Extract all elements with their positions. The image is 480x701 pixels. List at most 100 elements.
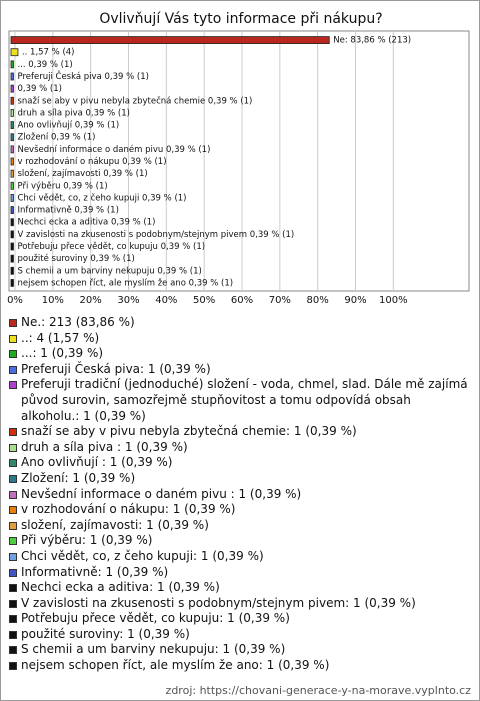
legend-label: použité suroviny: 1 (0,39 %)	[21, 626, 190, 641]
x-tick-label: 30%	[117, 295, 139, 306]
legend-label: Chci vědět, co, z čeho kupuji: 1 (0,39 %…	[21, 548, 264, 563]
legend-item: použité suroviny: 1 (0,39 %)	[9, 627, 471, 643]
x-tick-label: 80%	[307, 295, 329, 306]
x-tick-label: 90%	[344, 295, 366, 306]
bar-label: Chci vědět, co, z čeho kupuji 0,39 % (1)	[17, 192, 186, 203]
legend-label: Ano ovlivňují : 1 (0,39 %)	[21, 455, 173, 470]
legend-swatch	[9, 537, 17, 546]
bar-label: Ne: 83,86 % (213)	[333, 36, 411, 46]
legend-item: Potřebuju přece vědět, co kupuju: 1 (0,3…	[9, 611, 471, 627]
legend-item: Ano ovlivňují : 1 (0,39 %)	[9, 455, 471, 471]
bar	[10, 36, 330, 44]
legend-item: Nevšední informace o daném pivu : 1 (0,3…	[9, 487, 471, 503]
legend-label: složení, zajímavosti: 1 (0,39 %)	[21, 517, 209, 532]
legend-swatch	[9, 365, 17, 374]
legend-item: Nechci ecka a aditiva: 1 (0,39 %)	[9, 580, 471, 596]
legend-swatch	[9, 552, 17, 561]
legend-swatch	[9, 319, 17, 327]
bar-label: Informativně 0,39 % (1)	[17, 206, 118, 216]
legend-item: snaží se aby v pivu nebyla zbytečná chem…	[9, 424, 471, 440]
bar	[10, 242, 14, 251]
bar-label: .. 1,57 % (4)	[22, 48, 75, 58]
legend-swatch	[9, 334, 17, 343]
legend-label: ...: 1 (0,39 %)	[21, 346, 104, 361]
bar-label: Nechci ecka a aditiva 0,39 % (1)	[17, 218, 155, 228]
bar-label: nejsem schopen říct, ale myslím že ano 0…	[17, 278, 233, 288]
legend-label: v rozhodování o nákupu: 1 (0,39 %)	[21, 502, 236, 517]
legend-swatch	[9, 599, 17, 608]
bar	[10, 169, 14, 178]
legend-label: Preferuji tradiční (jednoduché) složení …	[21, 377, 468, 423]
legend: Ne.: 213 (83,86 %)..: 4 (1,57 %)...: 1 (…	[9, 315, 471, 674]
legend-item: složení, zajímavosti: 1 (0,39 %)	[9, 518, 471, 534]
legend-item: ...: 1 (0,39 %)	[9, 346, 471, 362]
bar-label: použité suroviny 0,39 % (1)	[17, 253, 134, 264]
x-tick-label: 40%	[155, 295, 177, 306]
bar	[10, 60, 14, 69]
bar	[10, 133, 14, 142]
legend-swatch	[9, 381, 17, 390]
bar	[10, 266, 14, 275]
bar	[10, 48, 19, 57]
x-tick-label: 0%	[7, 295, 23, 306]
legend-label: ..: 4 (1,57 %)	[21, 330, 100, 345]
legend-item: v rozhodování o nákupu: 1 (0,39 %)	[9, 502, 471, 518]
legend-label: S chemii a um barviny nekupuju: 1 (0,39 …	[21, 642, 286, 657]
legend-swatch	[9, 490, 17, 499]
bar-label: Při výběru 0,39 % (1)	[17, 181, 107, 191]
bar	[10, 145, 14, 154]
legend-item: Informativně: 1 (0,39 %)	[9, 565, 471, 581]
legend-swatch	[9, 568, 17, 577]
x-tick-label: 20%	[80, 295, 102, 306]
bar-label: ... 0,39 % (1)	[17, 60, 72, 70]
legend-label: snaží se aby v pivu nebyla zbytečná chem…	[21, 424, 357, 439]
legend-swatch	[9, 521, 17, 530]
bar	[10, 206, 14, 214]
legend-item: Při výběru: 1 (0,39 %)	[9, 533, 471, 549]
bar-label: v rozhodování o nákupu 0,39 % (1)	[17, 157, 166, 167]
legend-item: druh a síla piva : 1 (0,39 %)	[9, 440, 471, 456]
legend-item: V zavislosti na zkusenosti s podobnym/st…	[9, 596, 471, 612]
legend-swatch	[9, 459, 17, 468]
legend-swatch	[9, 615, 17, 624]
bar	[10, 96, 14, 105]
x-tick-label: 10%	[42, 295, 64, 306]
x-tick-label: 100%	[379, 295, 408, 306]
x-tick-label: 50%	[193, 295, 215, 306]
chart-title: Ovlivňují Vás tyto informace při nákupu?	[99, 11, 382, 27]
bar-label: Preferuji Česká piva 0,39 % (1)	[17, 70, 148, 82]
legend-item: nejsem schopen říct, ale myslím že ano: …	[9, 658, 471, 674]
legend-item: ..: 4 (1,57 %)	[9, 331, 471, 347]
legend-swatch	[9, 584, 17, 593]
legend-swatch	[9, 474, 17, 483]
x-tick-label: 70%	[269, 295, 291, 306]
legend-swatch	[9, 662, 17, 671]
legend-label: V zavislosti na zkusenosti s podobnym/st…	[21, 595, 416, 610]
bar	[10, 254, 14, 263]
bar-label: druh a síla piva 0,39 % (1)	[17, 108, 129, 118]
legend-swatch	[9, 443, 17, 452]
legend-label: Informativně: 1 (0,39 %)	[21, 564, 169, 579]
legend-label: Zložení: 1 (0,39 %)	[21, 470, 136, 485]
bar-label: S chemii a um barviny nekupuju 0,39 % (1…	[17, 266, 201, 276]
legend-swatch	[9, 506, 17, 515]
x-tick-label: 60%	[231, 295, 253, 306]
legend-label: Preferuji Česká piva: 1 (0,39 %)	[21, 361, 211, 376]
bar	[10, 109, 14, 117]
legend-label: Nechci ecka a aditiva: 1 (0,39 %)	[21, 580, 220, 595]
bar-label: 0,39 % (1)	[17, 84, 61, 94]
bar-label: Zložení 0,39 % (1)	[17, 133, 95, 143]
legend-label: druh a síla piva : 1 (0,39 %)	[21, 439, 188, 454]
bar	[10, 218, 14, 227]
bar	[10, 121, 14, 129]
bar-label: složení, zajímavosti 0,39 % (1)	[17, 169, 147, 179]
legend-item: Preferuji Česká piva: 1 (0,39 %)	[9, 362, 471, 378]
plot-frame	[8, 30, 470, 292]
legend-swatch	[9, 350, 17, 359]
bar-label: Nevšední informace o daném pivu 0,39 % (…	[17, 144, 210, 155]
chart: Ovlivňují Vás tyto informace při nákupu?…	[7, 11, 470, 306]
legend-label: nejsem schopen říct, ale myslím že ano: …	[21, 658, 330, 673]
legend-item: Chci vědět, co, z čeho kupuji: 1 (0,39 %…	[9, 549, 471, 565]
bar-label: Potřebuju přece vědět, co kupuju 0,39 % …	[17, 242, 205, 252]
